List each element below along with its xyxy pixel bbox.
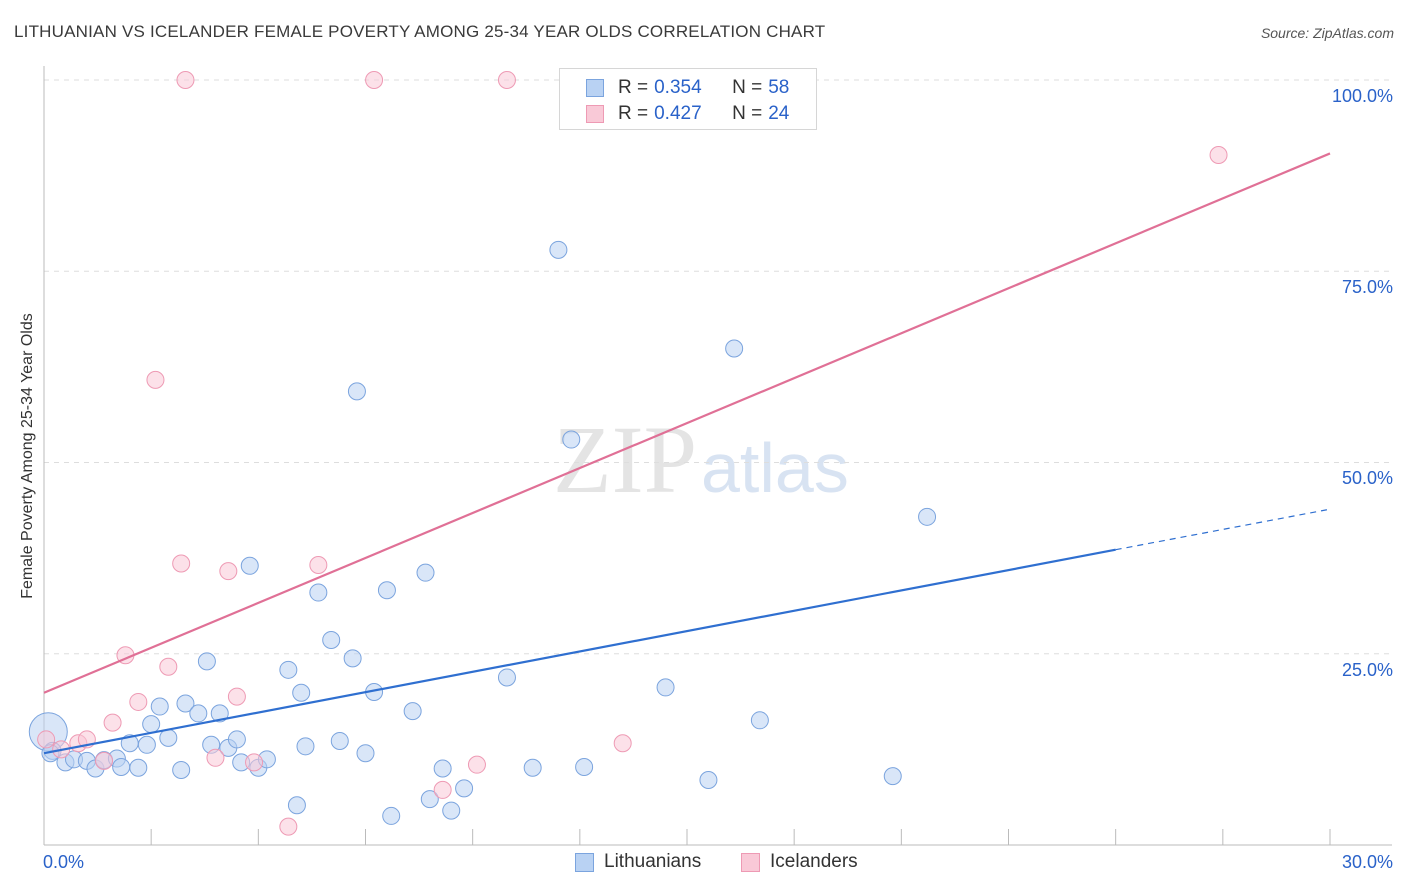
lithuanian-point (656, 678, 675, 697)
lithuanian-point (497, 668, 516, 687)
n-value: 24 (768, 103, 790, 124)
icelander-point (159, 657, 178, 676)
legend-item-lithuanians: Lithuanians (575, 851, 701, 873)
legend-row-lithuanians: R = 0.354 N = 58 (586, 77, 789, 99)
lithuanian-point (279, 660, 298, 679)
icelander-point (1209, 145, 1228, 164)
lithuanians-trend-line (43, 548, 1116, 755)
lithuanian-point (442, 801, 461, 820)
lithuanian-point (420, 790, 439, 809)
icelander-point (95, 751, 114, 770)
lithuanian-point (296, 737, 315, 756)
lithuanian-point (725, 339, 744, 358)
n-value: 58 (768, 77, 790, 98)
icelander-point (146, 370, 165, 389)
lithuanian-point (343, 649, 362, 668)
lithuanian-point (322, 630, 341, 649)
lithuanians-trend-extension (1115, 508, 1331, 551)
y-tick-label-50: 50.0% (1341, 468, 1393, 488)
lithuanian-point (172, 761, 191, 780)
lithuanian-point (575, 757, 594, 776)
lithuanian-point (330, 731, 349, 750)
icelander-point (103, 713, 122, 732)
lithuanians-swatch (586, 79, 604, 97)
lithuanian-point (176, 694, 195, 713)
icelanders-swatch (586, 105, 604, 123)
lithuanian-point (347, 382, 366, 401)
icelander-point (129, 692, 148, 711)
icelander-point (219, 562, 238, 581)
chart-title: LITHUANIAN VS ICELANDER FEMALE POVERTY A… (14, 22, 826, 41)
lithuanian-point (523, 758, 542, 777)
lithuanians-legend-swatch (575, 852, 594, 872)
icelander-point (206, 748, 225, 767)
lithuanian-point (455, 779, 474, 798)
lithuanian-point (382, 806, 401, 825)
x-tick-label-0: 0.0% (43, 852, 85, 872)
r-label: R = (618, 103, 649, 124)
lithuanian-point (292, 683, 311, 702)
lithuanian-point (309, 583, 328, 602)
icelander-point (37, 730, 56, 749)
lithuanians-legend-label: Lithuanians (604, 851, 702, 872)
watermark-zip: ZIP (553, 406, 697, 513)
lithuanian-point (137, 735, 156, 754)
watermark-atlas: atlas (701, 429, 849, 507)
icelander-point (497, 71, 516, 89)
chart-source: Source: ZipAtlas.com (1260, 25, 1394, 41)
lithuanian-point (240, 556, 259, 575)
lithuanian-point (159, 728, 178, 747)
x-tick-label-30: 30.0% (1341, 852, 1393, 872)
lithuanian-point (562, 430, 581, 449)
lithuanian-point (189, 704, 208, 723)
icelander-point (365, 71, 384, 89)
icelanders-trend-line (43, 152, 1331, 694)
lithuanian-point (142, 715, 161, 734)
n-label: N = (732, 77, 763, 98)
icelander-point (172, 554, 191, 573)
lithuanian-point (129, 758, 148, 777)
icelander-point (433, 780, 452, 799)
lithuanian-point (699, 770, 718, 789)
icelanders-legend-label: Icelanders (770, 851, 858, 872)
r-label: R = (618, 77, 649, 98)
icelander-point (227, 687, 246, 706)
icelanders-legend-swatch (741, 852, 760, 872)
lithuanian-point (433, 759, 452, 778)
icelander-point (176, 71, 195, 89)
lithuanian-point (549, 240, 568, 259)
icelander-point (279, 817, 298, 836)
lithuanian-point (918, 507, 937, 526)
y-tick-label-25: 25.0% (1341, 660, 1393, 680)
icelander-point (613, 734, 632, 753)
icelander-point (467, 755, 486, 774)
lithuanian-point (197, 652, 216, 671)
lithuanian-point (377, 581, 396, 600)
n-label: N = (732, 103, 763, 124)
lithuanian-point (287, 796, 306, 815)
lithuanian-point (227, 730, 246, 749)
lithuanian-point (416, 563, 435, 582)
lithuanian-point (883, 767, 902, 786)
y-tick-label-100: 100.0% (1331, 86, 1393, 106)
stats-legend: R = 0.354 N = 58 R = 0.427 N = 24 (559, 68, 817, 130)
watermark: ZIPatlas (553, 404, 849, 515)
lithuanian-point (403, 702, 422, 721)
lithuanian-point (210, 704, 229, 723)
r-value: 0.427 (654, 103, 702, 124)
lithuanian-point (750, 711, 769, 730)
legend-row-icelanders: R = 0.427 N = 24 (586, 103, 789, 125)
lithuanian-point (112, 757, 131, 776)
y-tick-label-75: 75.0% (1341, 277, 1393, 297)
lithuanian-point (356, 744, 375, 763)
lithuanian-point (150, 697, 169, 716)
r-value: 0.354 (654, 77, 702, 98)
legend-item-icelanders: Icelanders (741, 851, 858, 873)
icelander-point (309, 556, 328, 575)
icelander-point (245, 753, 264, 772)
